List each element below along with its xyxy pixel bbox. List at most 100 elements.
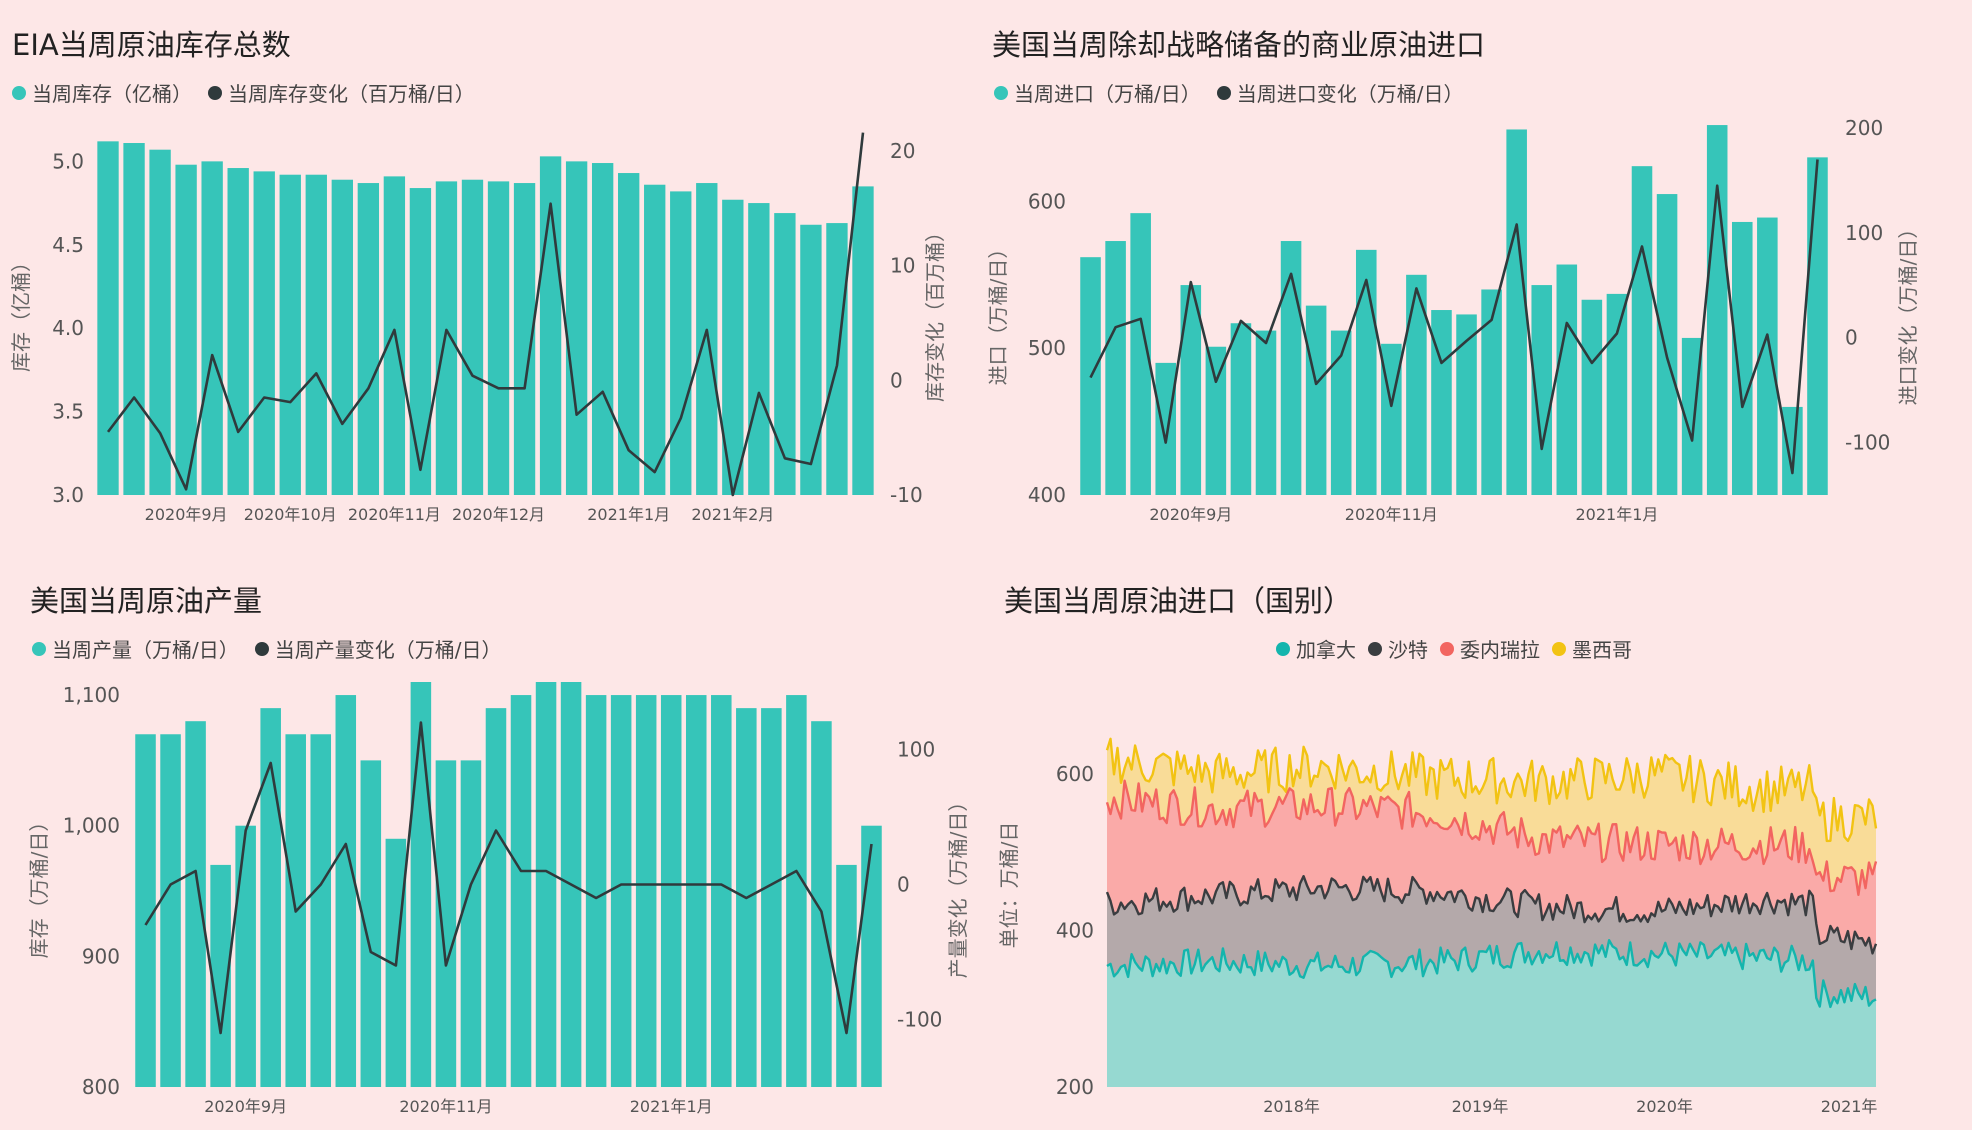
- x-tick-label: 2020年9月: [204, 1097, 287, 1116]
- y-tick-label: 4.0: [52, 316, 84, 340]
- bar: [1581, 299, 1603, 495]
- legend-item-venezuela[interactable]: 委内瑞拉: [1440, 634, 1540, 663]
- x-tick-label: 2021年: [1821, 1097, 1878, 1116]
- bar: [685, 695, 707, 1087]
- bar: [1731, 221, 1753, 495]
- y-axis-label: 进口（万桶/日）: [986, 239, 1010, 386]
- bar: [1456, 314, 1477, 495]
- y2-tick-label: 0: [890, 368, 903, 392]
- bar: [852, 186, 874, 496]
- line-venezuela: [1105, 779, 1878, 896]
- y-tick-label: 3.0: [52, 483, 84, 507]
- bar: [279, 174, 301, 495]
- bar: [1706, 125, 1728, 496]
- bar: [1506, 129, 1527, 495]
- y-tick-label: 400: [1056, 919, 1094, 943]
- teal-dot-icon: [994, 85, 1008, 100]
- y-axis-label: 单位：万桶/日: [997, 822, 1021, 949]
- y2-axis-label: 库存变化（百万桶）: [923, 222, 947, 402]
- bar: [1255, 330, 1277, 495]
- y2-tick-label: 20: [890, 139, 915, 163]
- bar: [149, 149, 171, 495]
- bar: [585, 695, 607, 1087]
- bar: [1431, 310, 1452, 495]
- bar: [748, 203, 770, 495]
- legend-label: 加拿大: [1296, 638, 1356, 662]
- bar: [1606, 293, 1628, 495]
- y-tick-label: 200: [1056, 1075, 1094, 1099]
- legend-item-mexico[interactable]: 墨西哥: [1552, 634, 1632, 663]
- legend-item-inventory[interactable]: 当周库存（亿桶）: [12, 78, 192, 107]
- x-tick-label: 2020年11月: [1345, 505, 1438, 524]
- bar: [670, 191, 692, 495]
- legend-item-canada[interactable]: 加拿大: [1276, 634, 1356, 663]
- bar: [461, 179, 484, 496]
- bar: [1305, 305, 1327, 495]
- imports-title: 美国当周除却战略储备的商业原油进口: [992, 28, 1486, 62]
- bar: [696, 183, 718, 496]
- bar: [722, 199, 744, 495]
- line-saudi: [1105, 875, 1878, 955]
- y-tick-label: 400: [1028, 483, 1066, 507]
- x-tick-label: 2020年11月: [348, 505, 441, 524]
- imports-by-country-title: 美国当周原油进口（国别）: [1004, 584, 1353, 618]
- production-title: 美国当周原油产量: [30, 584, 263, 618]
- change-line: [106, 132, 865, 497]
- inventory-title: EIA当周原油库存总数: [12, 28, 291, 62]
- bar: [305, 174, 327, 495]
- bar: [836, 864, 857, 1087]
- y2-axis-label: 产量变化（万桶/日）: [946, 792, 970, 979]
- imports-legend: 当周进口（万桶/日） 当周进口变化（万桶/日）: [994, 78, 1464, 107]
- bar: [510, 695, 532, 1087]
- teal-dot-icon: [32, 641, 46, 656]
- line-canada: [1106, 939, 1877, 1009]
- dark-dot-icon: [1368, 641, 1382, 656]
- y-tick-label: 600: [1028, 189, 1066, 213]
- yellow-dot-icon: [1552, 641, 1566, 656]
- y-tick-label: 5.0: [52, 149, 84, 173]
- bar: [201, 161, 223, 495]
- legend-label: 当周库存（亿桶）: [32, 82, 192, 106]
- y-axis-label: 库存（亿桶）: [9, 252, 33, 372]
- legend-label: 当周产量变化（万桶/日）: [274, 638, 502, 662]
- bar: [160, 734, 181, 1087]
- inventory-legend: 当周库存（亿桶） 当周库存变化（百万桶/日）: [12, 78, 475, 107]
- legend-item-imports[interactable]: 当周进口（万桶/日）: [994, 78, 1201, 107]
- bar: [761, 708, 782, 1087]
- bar: [811, 721, 832, 1087]
- x-tick-label: 2021年2月: [691, 505, 774, 524]
- dark-dot-icon: [208, 85, 222, 100]
- y2-tick-label: 0: [897, 873, 910, 897]
- x-tick-label: 2020年9月: [1149, 505, 1232, 524]
- bar: [1230, 323, 1252, 495]
- bar: [591, 163, 614, 496]
- legend-item-inventory-change[interactable]: 当周库存变化（百万桶/日）: [208, 78, 475, 107]
- y-tick-label: 4.5: [52, 233, 84, 257]
- imports-by-country-legend: 加拿大 沙特 委内瑞拉 墨西哥: [1276, 634, 1632, 663]
- legend-label: 委内瑞拉: [1460, 638, 1540, 662]
- legend-item-imports-change[interactable]: 当周进口变化（万桶/日）: [1216, 78, 1464, 107]
- bar: [644, 184, 666, 495]
- area-canada: [1107, 940, 1876, 1087]
- bar: [1130, 213, 1151, 496]
- bar: [235, 825, 256, 1087]
- legend-item-saudi[interactable]: 沙特: [1368, 634, 1428, 663]
- bar: [210, 864, 231, 1087]
- bar: [360, 760, 382, 1087]
- bar: [260, 708, 281, 1087]
- y2-tick-label: 100: [897, 738, 935, 762]
- y2-tick-label: 200: [1845, 116, 1883, 140]
- change-line: [144, 721, 873, 1035]
- bar: [786, 695, 807, 1087]
- x-tick-label: 2019年: [1452, 1097, 1509, 1116]
- bar: [1757, 217, 1778, 495]
- legend-item-production-change[interactable]: 当周产量变化（万桶/日）: [254, 634, 502, 663]
- legend-item-production[interactable]: 当周产量（万桶/日）: [32, 634, 239, 663]
- bar: [711, 695, 732, 1087]
- bar: [1556, 264, 1578, 495]
- bar: [1631, 166, 1653, 495]
- bar: [435, 181, 458, 495]
- teal-dot-icon: [1276, 641, 1290, 656]
- bar: [535, 682, 557, 1087]
